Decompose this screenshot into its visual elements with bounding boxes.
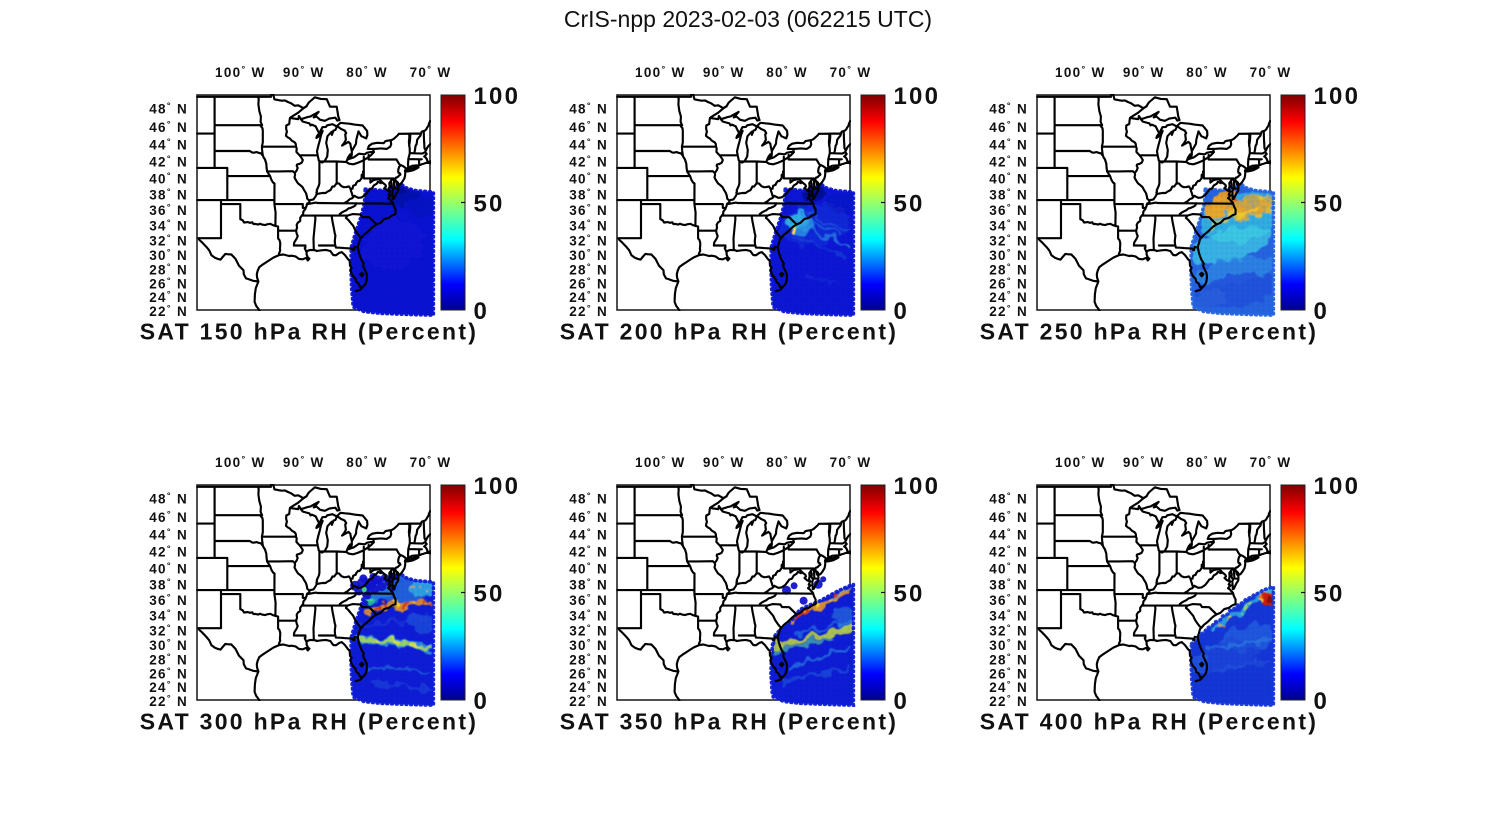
svg-text:SAT 400 hPa RH (Percent): SAT 400 hPa RH (Percent) (980, 709, 1319, 735)
svg-text:CrIS-npp 2023-02-03 (062215 UT: CrIS-npp 2023-02-03 (062215 UTC) (564, 6, 932, 32)
svg-text:SAT 200 hPa RH (Percent): SAT 200 hPa RH (Percent) (560, 319, 899, 345)
svg-text:SAT 300 hPa RH (Percent): SAT 300 hPa RH (Percent) (140, 709, 479, 735)
svg-text:SAT 150 hPa RH (Percent): SAT 150 hPa RH (Percent) (140, 319, 479, 345)
svg-text:SAT 250 hPa RH (Percent): SAT 250 hPa RH (Percent) (980, 319, 1319, 345)
svg-text:SAT 350 hPa RH (Percent): SAT 350 hPa RH (Percent) (560, 709, 899, 735)
